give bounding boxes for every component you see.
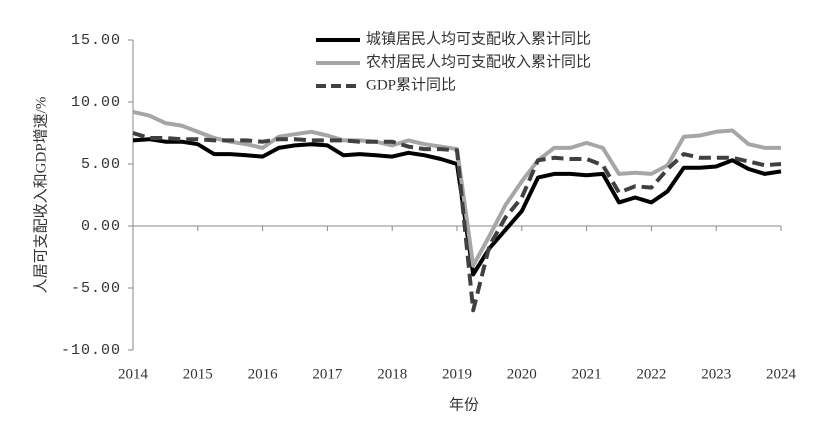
y-tick-label: 0.00 (81, 218, 121, 235)
x-tick-label: 2023 (701, 366, 731, 382)
y-axis-label: 人居可支配收入和GDP增速/% (32, 97, 49, 294)
series-line (132, 109, 781, 268)
y-tick-label: 5.00 (81, 156, 121, 173)
x-tick-label: 2020 (507, 366, 537, 382)
x-tick-label: 2024 (766, 366, 797, 382)
series-line (132, 131, 782, 313)
x-tick-label: 2021 (572, 366, 602, 382)
x-tick-label: 2016 (248, 366, 279, 382)
y-tick-label: 10.00 (71, 94, 121, 111)
legend-label: GDP累计同比 (366, 76, 456, 93)
x-tick-label: 2022 (636, 366, 666, 382)
y-tick-label: 15.00 (71, 32, 121, 49)
x-axis-label: 年份 (449, 396, 479, 413)
x-tick-label: 2014 (118, 366, 149, 382)
x-tick-label: 2017 (312, 366, 343, 382)
legend-label: 城镇居民人均可支配收入累计同比 (366, 30, 591, 47)
x-tick-label: 2018 (377, 366, 407, 382)
x-tick-label: 2015 (183, 366, 213, 382)
series-line (132, 137, 782, 277)
y-tick-label: -10.00 (61, 342, 121, 359)
y-tick-label: -5.00 (71, 280, 121, 297)
x-tick-label: 2019 (442, 366, 472, 382)
legend-label: 农村居民人均可支配收入累计同比 (366, 53, 591, 70)
